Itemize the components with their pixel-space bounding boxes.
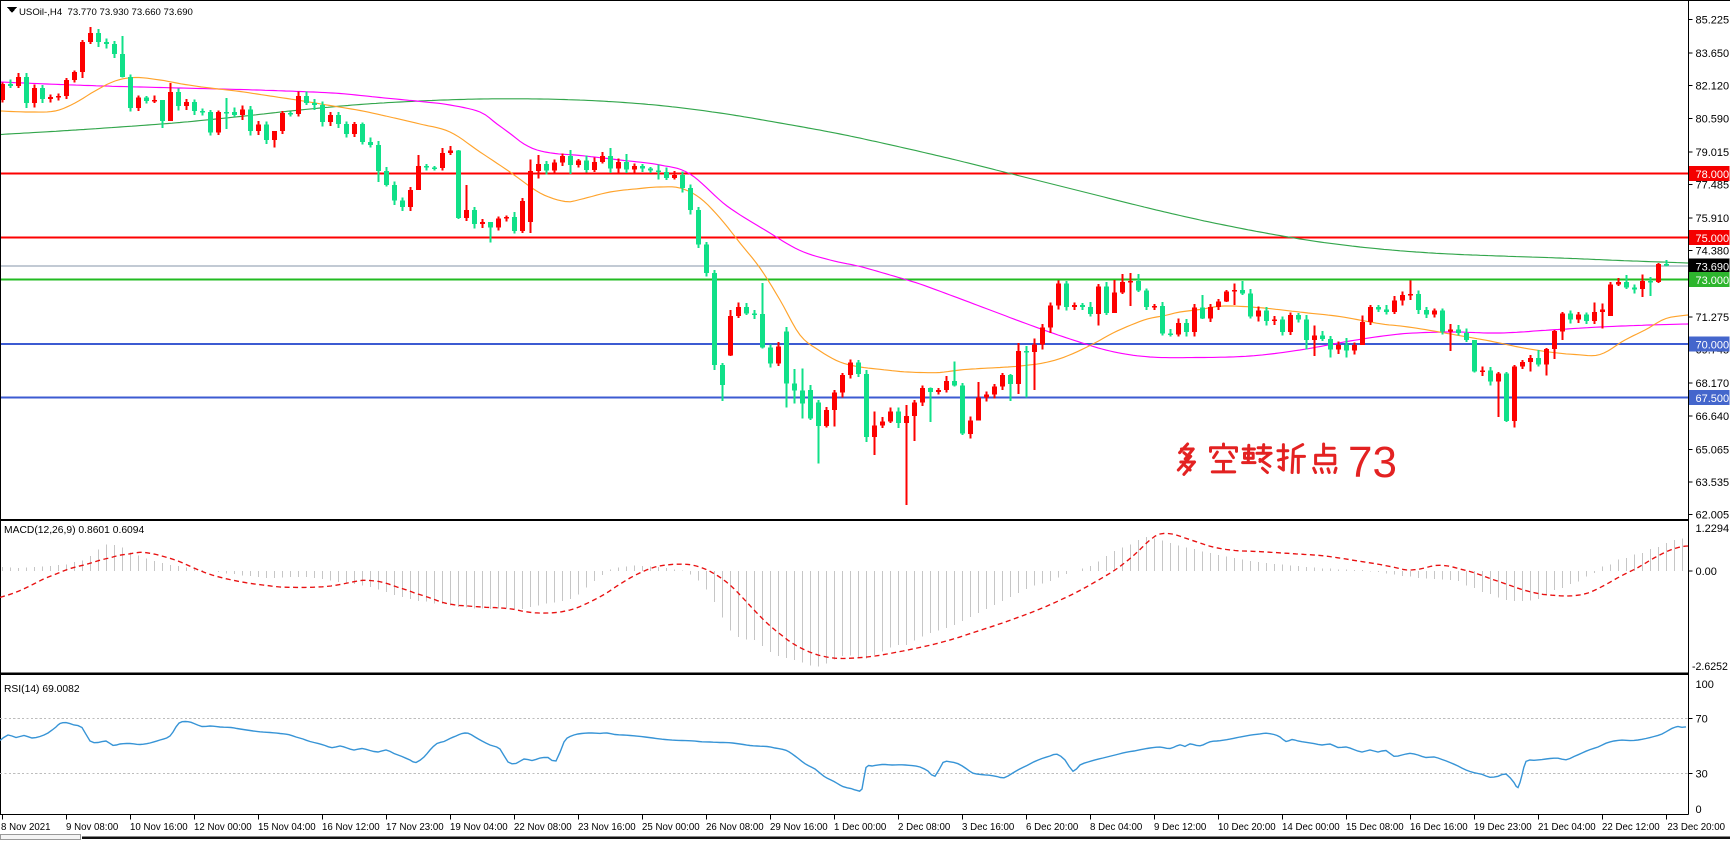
svg-text:73: 73	[1348, 438, 1397, 487]
svg-text:19 Dec 23:00: 19 Dec 23:00	[1474, 822, 1532, 833]
svg-text:9 Dec 12:00: 9 Dec 12:00	[1154, 822, 1207, 833]
svg-text:80.590: 80.590	[1696, 113, 1730, 125]
svg-text:73.690: 73.690	[1696, 262, 1730, 274]
svg-text:26 Nov 08:00: 26 Nov 08:00	[706, 822, 764, 833]
svg-text:75.000: 75.000	[1696, 233, 1730, 245]
svg-text:14 Dec 00:00: 14 Dec 00:00	[1282, 822, 1340, 833]
svg-text:75.910: 75.910	[1696, 213, 1730, 225]
svg-text:6 Dec 20:00: 6 Dec 20:00	[1026, 822, 1079, 833]
svg-text:74.380: 74.380	[1696, 246, 1730, 258]
svg-text:23 Nov 16:00: 23 Nov 16:00	[578, 822, 636, 833]
svg-text:8 Dec 04:00: 8 Dec 04:00	[1090, 822, 1143, 833]
svg-text:-2.6252: -2.6252	[1692, 661, 1728, 673]
svg-text:16 Nov 12:00: 16 Nov 12:00	[322, 822, 380, 833]
svg-text:16 Dec 16:00: 16 Dec 16:00	[1410, 822, 1468, 833]
svg-text:77.485: 77.485	[1696, 180, 1730, 192]
svg-text:0: 0	[1696, 804, 1702, 816]
svg-text:62.005: 62.005	[1696, 510, 1730, 522]
svg-text:1.2294: 1.2294	[1696, 523, 1730, 535]
svg-text:66.640: 66.640	[1696, 411, 1730, 423]
svg-text:65.065: 65.065	[1696, 444, 1730, 456]
svg-text:73.000: 73.000	[1696, 275, 1730, 287]
svg-text:15 Dec 08:00: 15 Dec 08:00	[1346, 822, 1404, 833]
svg-text:100: 100	[1696, 679, 1714, 691]
svg-text:22 Dec 12:00: 22 Dec 12:00	[1602, 822, 1660, 833]
svg-text:30: 30	[1696, 769, 1708, 781]
svg-text:17 Nov 23:00: 17 Nov 23:00	[386, 822, 444, 833]
svg-text:1 Dec 00:00: 1 Dec 00:00	[834, 822, 887, 833]
svg-text:85.225: 85.225	[1696, 14, 1730, 26]
svg-text:10 Dec 20:00: 10 Dec 20:00	[1218, 822, 1276, 833]
svg-text:29 Nov 16:00: 29 Nov 16:00	[770, 822, 828, 833]
svg-text:MACD(12,26,9) 0.8601 0.6094: MACD(12,26,9) 0.8601 0.6094	[4, 525, 145, 536]
svg-text:9 Nov 08:00: 9 Nov 08:00	[66, 822, 119, 833]
svg-text:71.275: 71.275	[1696, 312, 1730, 324]
svg-text:82.120: 82.120	[1696, 81, 1730, 93]
svg-text:2 Dec 08:00: 2 Dec 08:00	[898, 822, 951, 833]
svg-text:25 Nov 00:00: 25 Nov 00:00	[642, 822, 700, 833]
svg-text:83.650: 83.650	[1696, 48, 1730, 60]
svg-text:0.00: 0.00	[1696, 566, 1717, 578]
svg-text:70.000: 70.000	[1696, 340, 1730, 352]
svg-text:68.170: 68.170	[1696, 378, 1730, 390]
svg-text:22 Nov 08:00: 22 Nov 08:00	[514, 822, 572, 833]
svg-text:8 Nov 2021: 8 Nov 2021	[1, 822, 51, 833]
svg-text:23 Dec 20:00: 23 Dec 20:00	[1667, 822, 1725, 833]
svg-text:12 Nov 00:00: 12 Nov 00:00	[194, 822, 252, 833]
svg-text:USOil-,H4 73.770 73.930 73.66: USOil-,H4 73.770 73.930 73.660 73.690	[19, 7, 193, 18]
svg-text:3 Dec 16:00: 3 Dec 16:00	[962, 822, 1015, 833]
svg-text:67.500: 67.500	[1696, 393, 1730, 405]
svg-text:19 Nov 04:00: 19 Nov 04:00	[450, 822, 508, 833]
svg-text:78.000: 78.000	[1696, 169, 1730, 181]
svg-text:RSI(14) 69.0082: RSI(14) 69.0082	[4, 684, 80, 695]
svg-text:10 Nov 16:00: 10 Nov 16:00	[130, 822, 188, 833]
svg-text:63.535: 63.535	[1696, 477, 1730, 489]
svg-text:70: 70	[1696, 714, 1708, 726]
svg-text:21 Dec 04:00: 21 Dec 04:00	[1538, 822, 1596, 833]
svg-text:15 Nov 04:00: 15 Nov 04:00	[258, 822, 316, 833]
svg-text:79.015: 79.015	[1696, 147, 1730, 159]
